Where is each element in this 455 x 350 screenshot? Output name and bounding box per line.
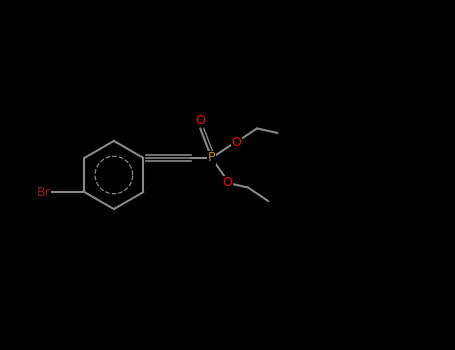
Text: P: P — [208, 152, 215, 164]
Text: Br: Br — [36, 186, 51, 198]
Text: O: O — [232, 135, 242, 148]
Text: O: O — [222, 176, 233, 189]
Text: O: O — [195, 114, 205, 127]
